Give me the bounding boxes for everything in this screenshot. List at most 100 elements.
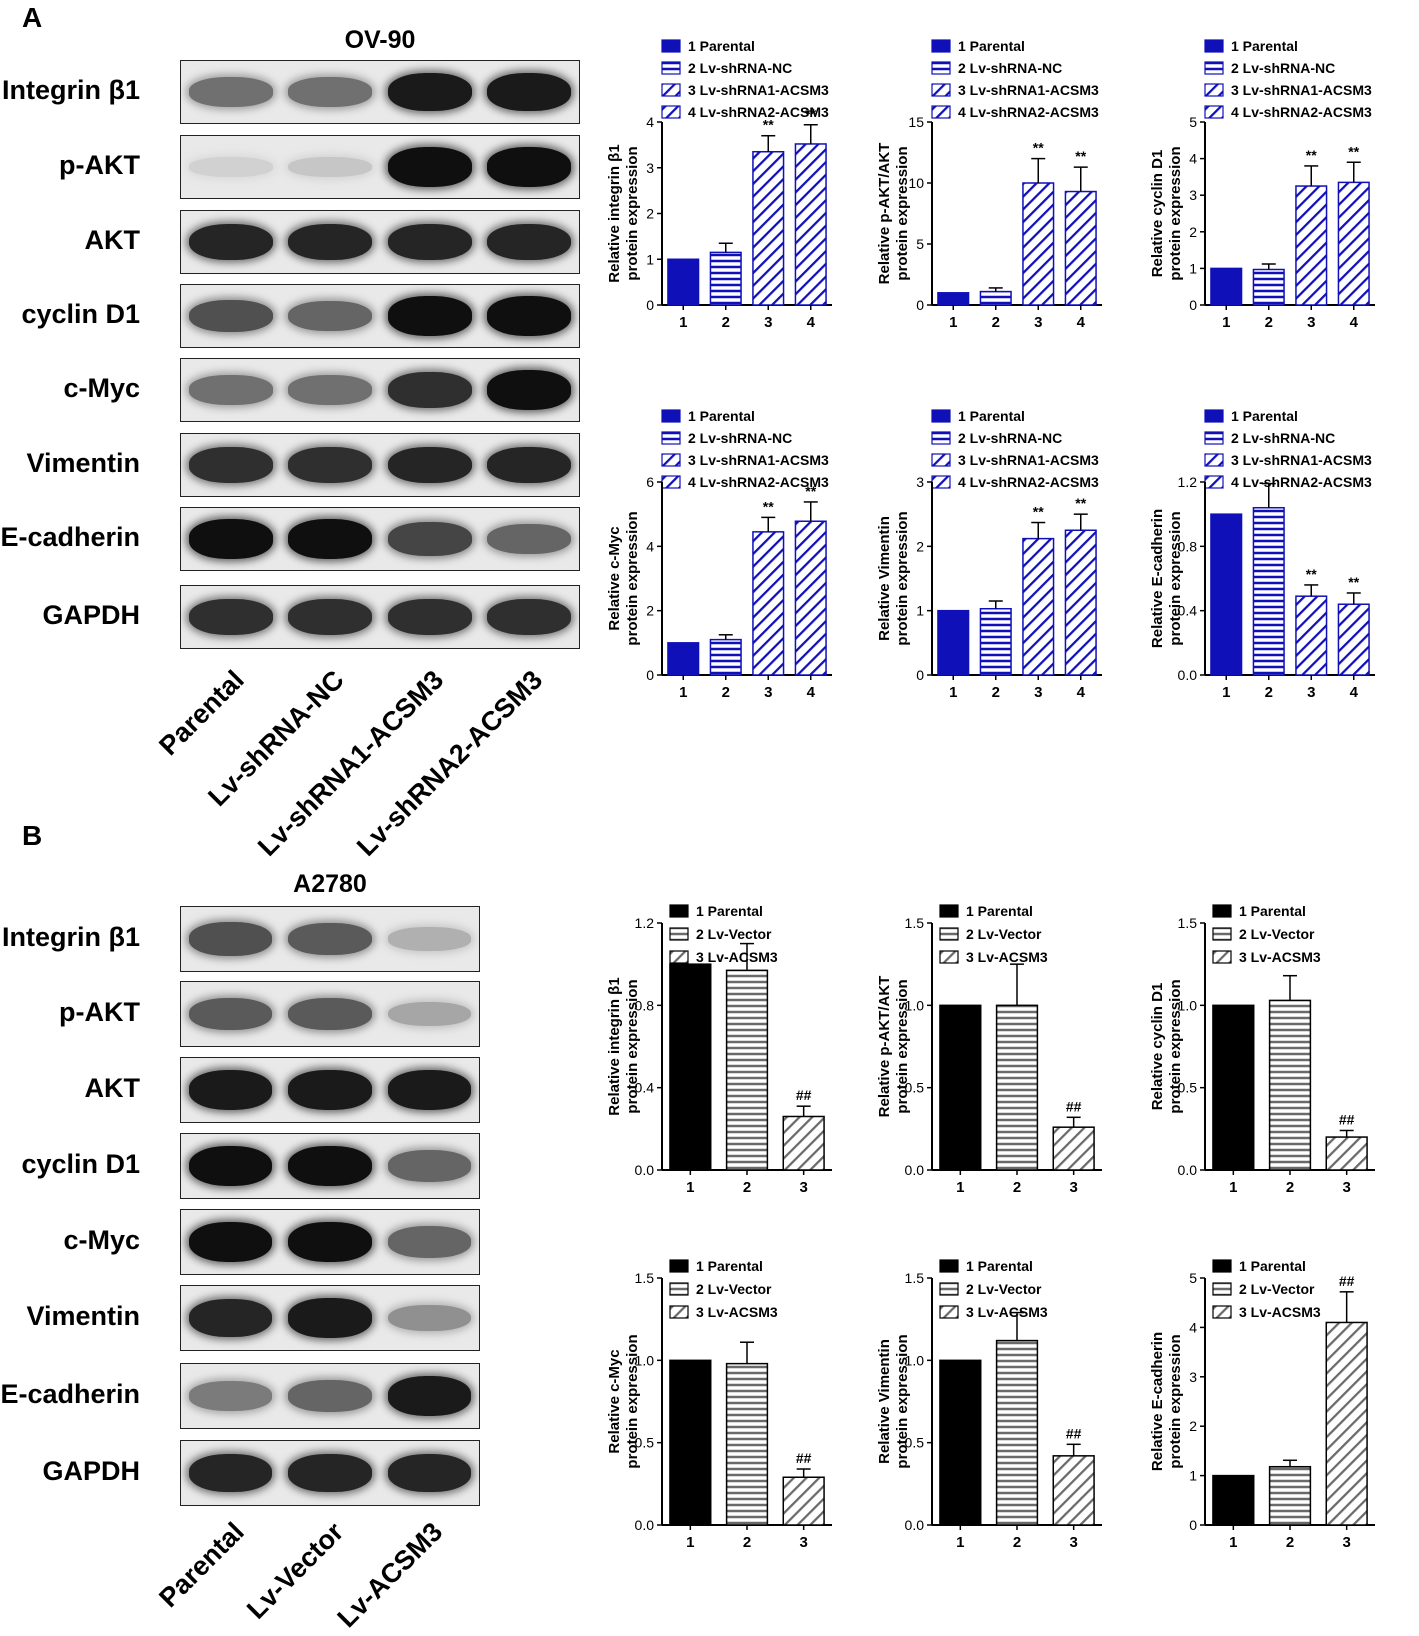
significance-label: ## bbox=[796, 1450, 812, 1466]
blot-strip bbox=[180, 1440, 480, 1506]
blot-band bbox=[288, 447, 373, 483]
y-axis-label: protein expression bbox=[894, 511, 911, 645]
legend-swatch bbox=[931, 453, 951, 467]
blot-strip bbox=[180, 1133, 480, 1199]
legend-label: 2 Lv-shRNA-NC bbox=[1231, 60, 1335, 76]
blot-row-label: GAPDH bbox=[42, 600, 140, 630]
bar bbox=[1064, 529, 1097, 676]
y-axis-label: Relative Vimentin bbox=[876, 516, 893, 641]
blot-band bbox=[387, 1070, 472, 1110]
blot-band bbox=[387, 927, 472, 951]
legend-label: 4 Lv-shRNA2-ACSM3 bbox=[688, 474, 829, 490]
x-tick-label: 3 bbox=[764, 314, 772, 331]
y-axis-label: Relative c-Myc bbox=[606, 526, 623, 630]
blot-band bbox=[188, 447, 273, 483]
panel-a-letter: A bbox=[22, 2, 43, 33]
blot-band bbox=[288, 156, 373, 178]
blot-band bbox=[288, 1221, 372, 1263]
blot-row-label: Vimentin bbox=[26, 1301, 140, 1331]
y-tick-label: 10 bbox=[908, 175, 924, 191]
blot-strip bbox=[180, 60, 580, 124]
y-tick-label: 3 bbox=[1189, 187, 1197, 203]
blot-band bbox=[288, 77, 373, 107]
chart-b1: 1 Parental 2 Lv-Vector 3 Lv-ACSM3 0.0 0.4 0.8… bbox=[606, 903, 832, 1196]
legend-label: 3 Lv-ACSM3 bbox=[1239, 949, 1321, 965]
blot-band bbox=[188, 519, 273, 559]
significance-label: ** bbox=[763, 117, 774, 133]
legend-label: 1 Parental bbox=[688, 38, 755, 54]
bar bbox=[1337, 181, 1370, 306]
legend-label: 3 Lv-ACSM3 bbox=[696, 1304, 778, 1320]
blot-row-label: Integrin β1 bbox=[2, 75, 140, 105]
y-tick-label: 6 bbox=[646, 474, 654, 490]
blot-band bbox=[188, 157, 273, 177]
y-tick-label: 1.0 bbox=[905, 997, 925, 1013]
legend-swatch bbox=[1212, 927, 1232, 941]
y-tick-label: 0.5 bbox=[905, 1435, 925, 1451]
legend-swatch bbox=[939, 1305, 959, 1319]
chart-a6: 1 Parental 2 Lv-shRNA-NC 3 Lv-shRNA1-ACSM3… bbox=[1149, 408, 1375, 701]
blot-strip bbox=[180, 585, 580, 649]
bar bbox=[1064, 190, 1097, 306]
y-axis-label: protein expression bbox=[894, 979, 911, 1113]
blot-band bbox=[387, 296, 472, 336]
y-tick-label: 0.5 bbox=[905, 1080, 925, 1096]
blot-band bbox=[387, 446, 472, 484]
legend-swatch bbox=[1204, 475, 1224, 489]
blot-strip bbox=[180, 507, 580, 571]
blot-strip bbox=[180, 433, 580, 497]
y-tick-label: 1.0 bbox=[1178, 997, 1198, 1013]
blot-lane-label: Lv-shRNA1-ACSM3 bbox=[251, 664, 450, 862]
legend-label: 3 Lv-shRNA1-ACSM3 bbox=[958, 82, 1099, 98]
legend-label: 2 Lv-shRNA-NC bbox=[688, 60, 792, 76]
x-tick-label: 1 bbox=[679, 314, 687, 331]
x-tick-label: 1 bbox=[1229, 1534, 1237, 1551]
legend-label: 3 Lv-shRNA1-ACSM3 bbox=[1231, 452, 1372, 468]
significance-label: ** bbox=[1033, 140, 1044, 156]
blot-strip bbox=[180, 210, 580, 274]
y-axis-label: Relative c-Myc bbox=[606, 1349, 623, 1453]
y-tick-label: 0.0 bbox=[905, 1517, 925, 1533]
y-tick-label: 0 bbox=[916, 667, 924, 683]
blot-band bbox=[487, 523, 572, 555]
y-tick-label: 0.5 bbox=[1178, 1080, 1198, 1096]
blot-row-label: GAPDH bbox=[42, 1456, 140, 1486]
y-tick-label: 1.0 bbox=[635, 1352, 655, 1368]
blot-row-label: cyclin D1 bbox=[21, 1149, 140, 1179]
bar bbox=[1325, 1136, 1368, 1171]
blot-band bbox=[387, 73, 472, 111]
blot-row-label: Integrin β1 bbox=[2, 922, 140, 952]
blot-band bbox=[188, 922, 273, 956]
blot-band bbox=[487, 446, 572, 484]
bar bbox=[979, 290, 1012, 306]
blot-b-title: A2780 bbox=[293, 870, 367, 898]
legend-label: 2 Lv-Vector bbox=[696, 1281, 772, 1297]
panel-b-letter: B bbox=[22, 820, 43, 851]
bar bbox=[1022, 182, 1055, 306]
y-tick-label: 2 bbox=[646, 603, 654, 619]
legend-label: 4 Lv-shRNA2-ACSM3 bbox=[688, 104, 829, 120]
y-axis-label: protein expression bbox=[1167, 146, 1184, 280]
x-tick-label: 3 bbox=[764, 684, 772, 701]
blot-band bbox=[487, 73, 572, 111]
bar bbox=[1295, 595, 1328, 676]
blot-strip bbox=[180, 284, 580, 348]
legend-label: 1 Parental bbox=[688, 408, 755, 424]
bar bbox=[937, 609, 970, 676]
x-tick-label: 4 bbox=[1350, 314, 1359, 331]
bar bbox=[782, 1476, 825, 1526]
y-tick-label: 0.0 bbox=[635, 1517, 655, 1533]
legend-swatch bbox=[669, 1282, 689, 1296]
blot-band bbox=[387, 223, 472, 261]
blot-strip bbox=[180, 1363, 480, 1429]
blot-band bbox=[188, 223, 273, 261]
bar bbox=[725, 1362, 769, 1526]
y-axis-label: Relative cyclin D1 bbox=[1149, 983, 1166, 1111]
x-tick-label: 1 bbox=[686, 1534, 694, 1551]
bar bbox=[794, 143, 827, 306]
y-axis-label: Relative integrin β1 bbox=[606, 977, 623, 1115]
blot-band bbox=[288, 922, 372, 956]
bar bbox=[937, 292, 970, 306]
x-tick-label: 4 bbox=[807, 684, 816, 701]
y-tick-label: 1 bbox=[646, 251, 654, 267]
